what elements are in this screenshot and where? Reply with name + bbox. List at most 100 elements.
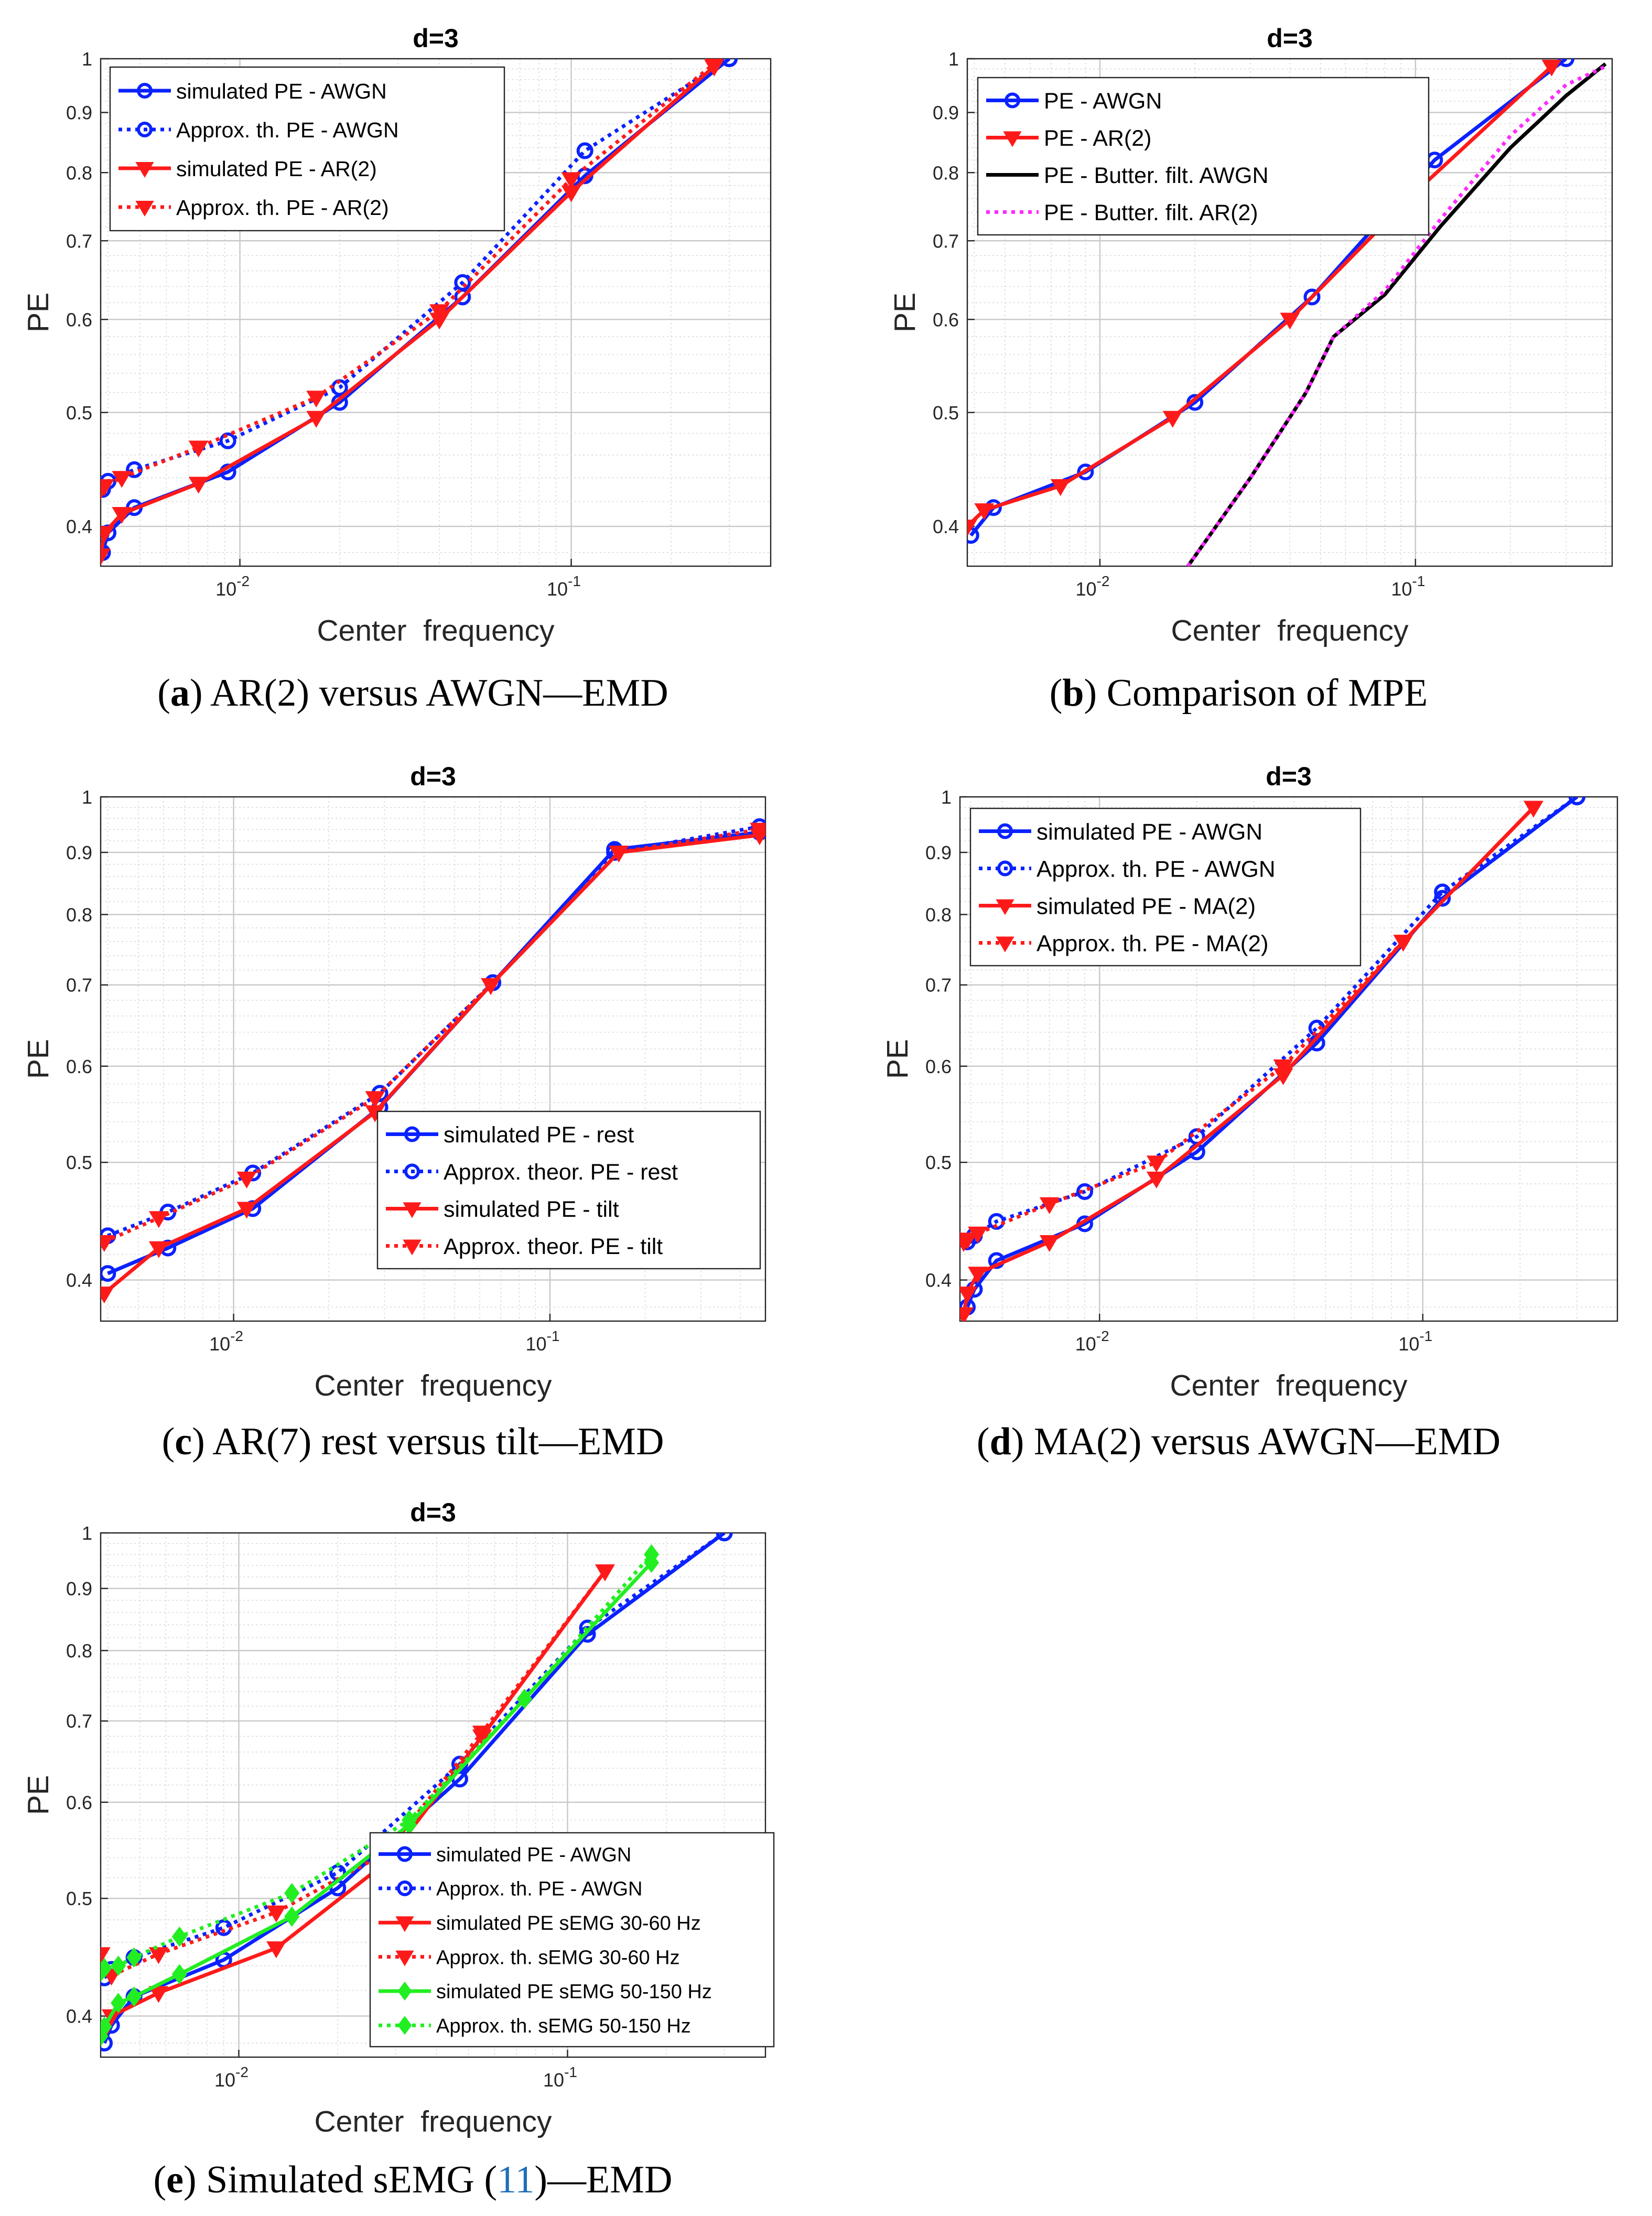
caption-d-letter: d — [989, 1420, 1011, 1463]
series-group — [967, 59, 1607, 566]
data-point-2 — [188, 477, 209, 494]
caption-a-text: AR(2) versus AWGN—EMD — [202, 672, 668, 715]
data-point-5 — [284, 1883, 300, 1904]
legend-label: simulated PE sEMG 50-150 Hz — [436, 1981, 712, 2003]
x-tick-base: 10 — [543, 2069, 564, 2091]
y-axis-label: PE — [21, 1039, 55, 1079]
legend-marker — [397, 2016, 412, 2035]
x-tick-label: 10-1 — [543, 2064, 577, 2091]
y-tick-label: 1 — [948, 48, 959, 70]
y-tick-label: 0.5 — [66, 1152, 92, 1173]
caption-c-letter: c — [175, 1420, 192, 1463]
y-tick-label: 0.8 — [66, 904, 92, 925]
legend-label: PE - AR(2) — [1044, 126, 1152, 151]
legend-label: Approx. theor. PE - rest — [444, 1160, 678, 1185]
y-tick-label: 0.8 — [925, 904, 952, 925]
data-point-1 — [219, 432, 236, 449]
data-point-1 — [454, 274, 471, 291]
data-point-4 — [111, 1993, 126, 2014]
data-point-3 — [481, 978, 501, 995]
y-tick-label: 0.6 — [66, 1792, 92, 1813]
data-point-3 — [266, 1905, 286, 1922]
axes-box — [959, 796, 1618, 1322]
data-point-0 — [101, 1265, 116, 1282]
data-point-2 — [266, 1941, 286, 1959]
y-tick-label: 0.9 — [66, 842, 92, 863]
data-point-2 — [968, 1267, 988, 1284]
x-tick-label: 10-1 — [525, 1328, 559, 1355]
data-point-3 — [1146, 1155, 1167, 1173]
y-tick-label: 0.9 — [66, 102, 92, 124]
x-axis-label: Center frequency — [314, 2105, 552, 2138]
legend-box — [969, 807, 1362, 967]
y-tick-label: 0.6 — [933, 309, 959, 330]
data-point-3 — [236, 1171, 257, 1188]
legend-label: Approx. theor. PE - tilt — [444, 1234, 663, 1259]
legend: simulated PE - AWGN Approx. th. PE - AWGN… — [369, 1832, 775, 2048]
legend-label: Approx. th. sEMG 50-150 Hz — [436, 2015, 691, 2037]
y-tick-label: 0.5 — [66, 1888, 92, 1909]
data-point-3 — [101, 1235, 114, 1252]
data-point-2 — [148, 1986, 169, 2003]
x-tick-exponent: -2 — [230, 1328, 243, 1344]
legend-box — [369, 1832, 775, 2048]
axes-box — [100, 796, 766, 1322]
data-point-1 — [1050, 479, 1071, 496]
data-point-3 — [1393, 935, 1413, 952]
data-point-3 — [429, 304, 449, 321]
x-tick-label: 10-1 — [547, 573, 581, 600]
legend-label: simulated PE - AR(2) — [176, 157, 377, 181]
caption-c-text: AR(7) rest versus tilt—EMD — [204, 1420, 664, 1463]
caption-e-letter: e — [166, 2158, 184, 2201]
data-point-3 — [968, 1226, 988, 1244]
y-tick-label: 0.7 — [66, 230, 92, 252]
caption-a-letter: a — [170, 672, 190, 715]
series-group — [101, 818, 765, 1304]
caption-e-citation-link[interactable]: 11 — [497, 2158, 535, 2201]
data-point-1 — [1280, 312, 1300, 330]
legend-marker — [135, 162, 154, 178]
legend-marker — [397, 1981, 412, 2001]
series-line-3 — [101, 62, 716, 491]
y-tick-label: 0.8 — [66, 162, 92, 183]
data-point-2 — [101, 526, 115, 543]
data-point-3 — [472, 1725, 492, 1743]
x-axis-label: Center frequency — [1170, 1369, 1408, 1402]
data-point-2 — [960, 1287, 977, 1304]
legend-label: simulated PE - AWGN — [176, 79, 387, 103]
data-point-3 — [595, 1564, 615, 1582]
y-tick-label: 0.4 — [66, 516, 92, 537]
y-tick-label: 0.6 — [66, 309, 92, 330]
caption-e-text-end: )—EMD — [534, 2158, 673, 2201]
chart-title: d=3 — [410, 1498, 456, 1527]
legend-label: simulated PE - AWGN — [1036, 819, 1262, 845]
chart-title: d=3 — [1267, 24, 1313, 53]
data-point-5 — [111, 1955, 126, 1976]
x-axis-label: Center frequency — [1171, 614, 1409, 647]
data-point-3 — [306, 391, 327, 408]
y-tick-label: 0.9 — [66, 1578, 92, 1599]
y-tick-label: 0.4 — [66, 2006, 92, 2027]
x-tick-label: 10-2 — [209, 1328, 243, 1355]
data-point-0 — [1077, 463, 1094, 481]
y-tick-label: 0.6 — [66, 1056, 92, 1077]
x-tick-label: 10-2 — [214, 2064, 249, 2091]
x-tick-exponent: -1 — [1419, 1328, 1432, 1344]
data-point-0 — [1434, 890, 1451, 907]
series-group — [101, 1533, 733, 2052]
data-point-3 — [101, 479, 115, 496]
legend-label: Approx. th. PE - AWGN — [176, 118, 399, 142]
legend: simulated PE - rest Approx. theor. PE - r… — [376, 1110, 761, 1270]
caption-a: (a) AR(2) versus AWGN—EMD — [157, 672, 668, 715]
y-tick-label: 0.5 — [925, 1152, 952, 1173]
y-tick-label: 0.8 — [933, 162, 959, 183]
x-axis-label: Center frequency — [314, 1369, 552, 1402]
data-point-2 — [960, 1307, 974, 1321]
legend-marker — [403, 1239, 422, 1256]
y-tick-label: 1 — [82, 786, 92, 808]
legend-marker — [403, 1202, 422, 1218]
x-tick-base: 10 — [214, 2069, 235, 2091]
